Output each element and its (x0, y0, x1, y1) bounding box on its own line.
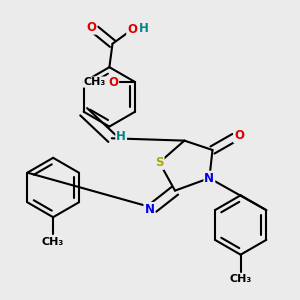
Text: H: H (116, 130, 126, 143)
Text: O: O (108, 76, 118, 88)
Text: O: O (234, 129, 244, 142)
Text: CH₃: CH₃ (83, 77, 105, 87)
Text: S: S (155, 156, 164, 169)
Text: CH₃: CH₃ (42, 237, 64, 247)
Text: O: O (87, 21, 97, 34)
Text: H: H (139, 22, 149, 35)
Text: CH₃: CH₃ (230, 274, 252, 284)
Text: N: N (144, 203, 154, 216)
Text: O: O (127, 23, 137, 36)
Text: N: N (204, 172, 214, 184)
